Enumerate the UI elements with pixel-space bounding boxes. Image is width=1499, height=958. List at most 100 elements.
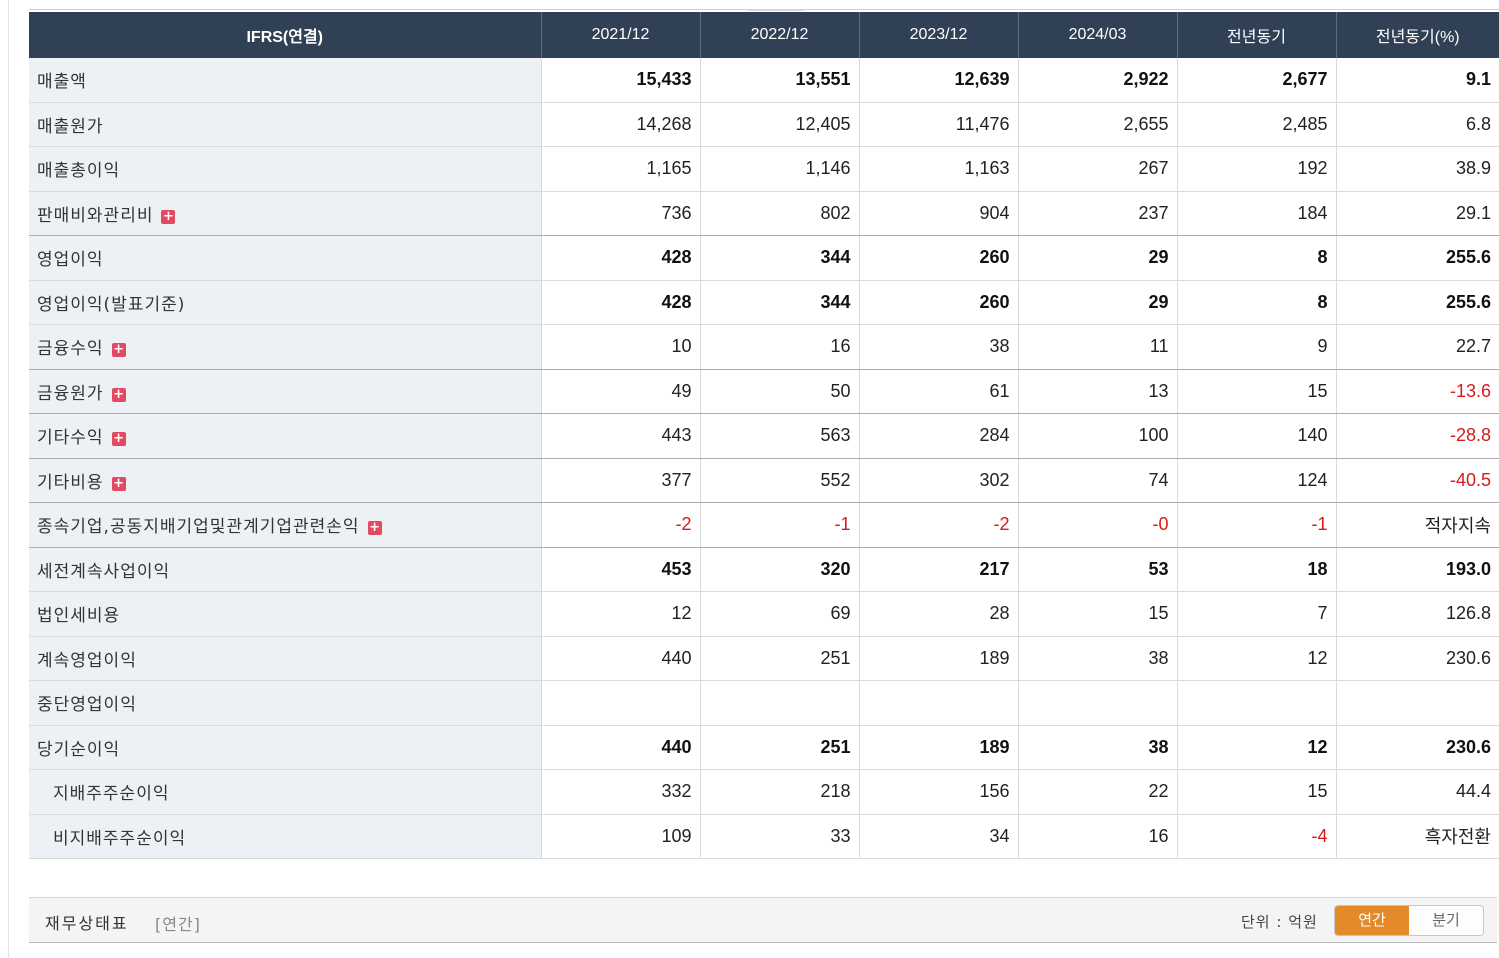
table-row: 매출총이익 1,165 1,146 1,163 267 192 38.9 [29,146,1499,192]
header-prev-year: 전년동기 [1177,12,1337,58]
cell-value-negative: -4 [1177,814,1337,859]
cell-value: 230.6 [1336,636,1499,681]
cell-value: 344 [700,235,860,281]
quarter-toggle-button[interactable]: 분기 [1409,906,1483,935]
cell-value-negative: -1 [700,502,860,548]
annual-toggle-button[interactable]: 연간 [1335,906,1410,935]
section-title: 재무상태표 [45,914,129,933]
cell-value: 126.8 [1336,591,1499,637]
cell-value: 29 [1018,235,1178,281]
income-statement-table: IFRS(연결) 2021/12 2022/12 2023/12 2024/03… [29,12,1499,859]
table-row: 매출원가 14,268 12,405 11,476 2,655 2,485 6.… [29,102,1499,147]
row-label-text: 종속기업,공동지배기업및관계기업관련손익 [37,517,360,538]
table-row: 당기순이익 440 251 189 38 12 230.6 [29,725,1499,770]
table-row: 세전계속사업이익 453 320 217 53 18 193.0 [29,547,1499,592]
cell-value: 29.1 [1336,191,1499,236]
header-2024-03: 2024/03 [1018,12,1178,58]
unit-label: 단위 : 억원 [1241,913,1318,931]
cell-value: 14,268 [541,102,701,147]
cell-value: 38.9 [1336,146,1499,192]
cell-value: 552 [700,458,860,503]
cell-value: 344 [700,280,860,325]
cell-value: 12,405 [700,102,860,147]
cell-value: 189 [859,725,1019,770]
cell-value: 16 [700,324,860,370]
row-label-text: 기타수익 [37,428,104,449]
cell-value: 100 [1018,413,1178,459]
cell-value: 453 [541,547,701,592]
table-row: 매출액 15,433 13,551 12,639 2,922 2,677 9.1 [29,58,1499,103]
row-label-expandable: 기타수익 + [29,413,542,459]
table-row: 영업이익(발표기준) 428 344 260 29 8 255.6 [29,280,1499,325]
cell-value: 255.6 [1336,235,1499,281]
cell-value: 217 [859,547,1019,592]
cell-value: 13 [1018,369,1178,414]
expand-plus-icon[interactable]: + [111,475,126,491]
row-label-expandable: 기타비용 + [29,458,542,503]
expand-plus-icon[interactable]: + [111,386,126,402]
expand-plus-icon[interactable]: + [367,520,382,536]
cell-value [1018,680,1178,726]
cell-value: 1,146 [700,146,860,192]
cell-value: 34 [859,814,1019,859]
cell-value: 443 [541,413,701,459]
cell-value: 320 [700,547,860,592]
cell-value: 69 [700,591,860,637]
cell-value: 1,163 [859,146,1019,192]
expand-plus-icon[interactable]: + [161,208,176,224]
cell-value: 9 [1177,324,1337,370]
cell-value: 49 [541,369,701,414]
cell-value: 428 [541,235,701,281]
cell-value: 904 [859,191,1019,236]
cell-value: 251 [700,636,860,681]
table-row: 영업이익 428 344 260 29 8 255.6 [29,235,1499,281]
expand-plus-icon[interactable]: + [111,431,126,447]
cell-value-negative: -2 [541,502,701,548]
page-left-border [8,0,9,958]
cell-value-negative: -40.5 [1336,458,1499,503]
cell-value: 193.0 [1336,547,1499,592]
period-toggle: 연간 분기 [1334,905,1484,936]
cell-value: 29 [1018,280,1178,325]
header-2021-12: 2021/12 [541,12,701,58]
row-label-indented: 지배주주순이익 [29,769,542,815]
cell-value-negative: -0 [1018,502,1178,548]
cell-value: 8 [1177,280,1337,325]
cell-value: 2,655 [1018,102,1178,147]
row-label: 매출총이익 [29,146,542,192]
cell-value: 302 [859,458,1019,503]
cell-value: 260 [859,235,1019,281]
cell-value-status: 적자지속 [1336,502,1499,548]
cell-value: 15 [1177,369,1337,414]
cell-value: 218 [700,769,860,815]
cell-value: 33 [700,814,860,859]
cell-value: 184 [1177,191,1337,236]
cell-value: 440 [541,636,701,681]
cell-value: 18 [1177,547,1337,592]
cell-value: 15,433 [541,58,701,103]
cell-value: 284 [859,413,1019,459]
expand-plus-icon[interactable]: + [111,342,126,358]
cell-value: 12 [1177,725,1337,770]
row-label-expandable: 판매비와관리비 + [29,191,542,236]
cell-value [1177,680,1337,726]
table-row: 기타수익 + 443 563 284 100 140 -28.8 [29,413,1499,459]
balance-sheet-section-header: 재무상태표 [연간] 단위 : 억원 연간 분기 [29,897,1497,943]
cell-value [700,680,860,726]
table-row: 법인세비용 12 69 28 15 7 126.8 [29,591,1499,637]
row-label-text: 금융원가 [37,383,104,404]
cell-value: 15 [1177,769,1337,815]
cell-value: 230.6 [1336,725,1499,770]
cell-value-status: 흑자전환 [1336,814,1499,859]
cell-value: 440 [541,725,701,770]
cell-value: 38 [859,324,1019,370]
cell-value: 332 [541,769,701,815]
table-row: 지배주주순이익 332 218 156 22 15 44.4 [29,769,1499,815]
cell-value: 563 [700,413,860,459]
cell-value: 156 [859,769,1019,815]
cell-value: 6.8 [1336,102,1499,147]
table-row: 중단영업이익 [29,680,1499,726]
cell-value: 10 [541,324,701,370]
cell-value-negative: -28.8 [1336,413,1499,459]
cell-value: 109 [541,814,701,859]
